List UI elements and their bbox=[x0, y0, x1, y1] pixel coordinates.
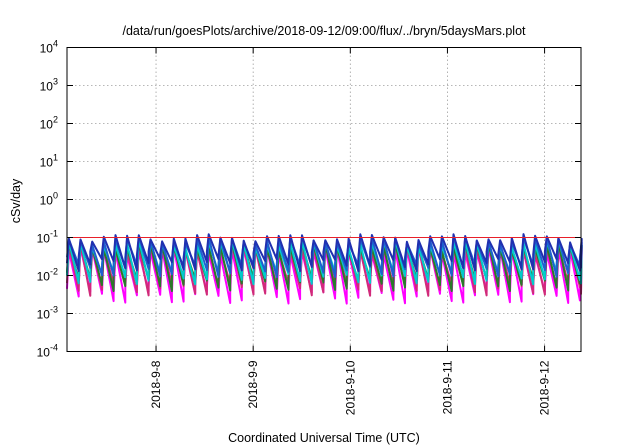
y-axis-label: cSv/day bbox=[9, 178, 23, 223]
x-tick-label: 2018-9-11 bbox=[440, 360, 454, 414]
y-tick-label: 100 bbox=[40, 191, 58, 208]
y-tick-label: 102 bbox=[40, 115, 58, 132]
x-tick-label: 2018-9-9 bbox=[246, 360, 260, 408]
y-tick-label: 101 bbox=[40, 153, 58, 170]
x-tick-label: 2018-9-8 bbox=[149, 360, 163, 408]
x-tick-label: 2018-9-10 bbox=[343, 360, 357, 415]
x-tick-label: 2018-9-12 bbox=[538, 360, 552, 415]
y-tick-label: 10-4 bbox=[37, 343, 58, 360]
series-line-6 bbox=[66, 233, 583, 273]
y-tick-label: 104 bbox=[40, 39, 58, 56]
y-tick-label: 10-3 bbox=[37, 305, 58, 322]
series-layer bbox=[66, 233, 583, 305]
chart-title: /data/run/goesPlots/archive/2018-09-12/0… bbox=[122, 24, 526, 38]
x-axis-label: Coordinated Universal Time (UTC) bbox=[228, 431, 420, 445]
y-tick-label: 10-2 bbox=[37, 267, 58, 284]
y-tick-label: 103 bbox=[40, 77, 58, 94]
y-tick-label: 10-1 bbox=[37, 229, 58, 246]
grid bbox=[67, 47, 581, 352]
ticks: 10-4 10-3 10-2 10-1 100 101 102 103 104 2018-9-8 2… bbox=[37, 39, 581, 415]
